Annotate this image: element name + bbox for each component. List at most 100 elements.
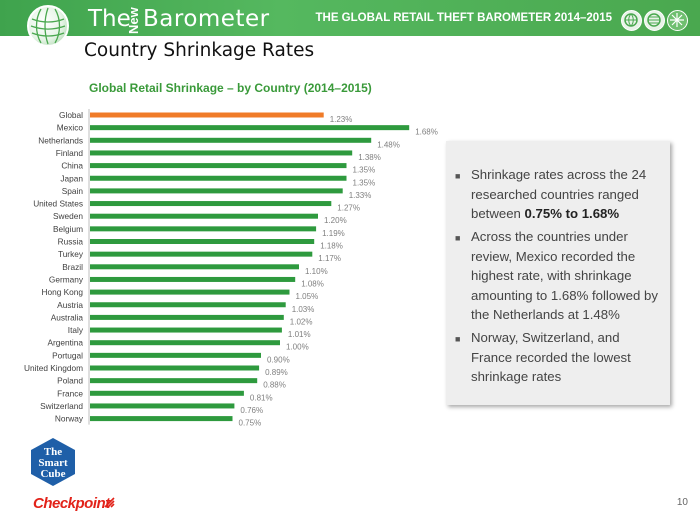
data-label: 1.18% xyxy=(320,242,343,251)
bar xyxy=(90,416,233,422)
category-label: United Kingdom xyxy=(24,363,83,373)
bullet-text: Norway, Switzerland, and France recorded… xyxy=(471,330,631,384)
data-label: 1.48% xyxy=(377,140,400,149)
bar xyxy=(90,239,315,244)
data-label: 1.33% xyxy=(349,191,372,200)
bullet-square-icon: ■ xyxy=(455,233,461,243)
chart-title: Global Retail Shrinkage – by Country (20… xyxy=(89,81,372,95)
category-label: Poland xyxy=(57,376,83,386)
category-label: Argentina xyxy=(47,338,83,348)
summary-bullet: ■ Norway, Switzerland, and France record… xyxy=(455,328,661,387)
data-label: 1.20% xyxy=(324,216,347,225)
header-bar: The New Barometer THE GLOBAL RETAIL THEF… xyxy=(0,0,700,36)
category-label: Russia xyxy=(58,237,84,247)
page-title: Country Shrinkage Rates xyxy=(84,40,315,61)
category-label: Hong Kong xyxy=(41,287,83,297)
category-label: Italy xyxy=(68,325,84,335)
bar xyxy=(90,340,280,346)
brand-new: New xyxy=(126,7,141,34)
category-label: Portugal xyxy=(52,350,83,360)
category-label: China xyxy=(61,161,83,171)
category-label: Japan xyxy=(60,173,83,183)
burst-icon xyxy=(667,10,688,31)
globe-logo-icon xyxy=(27,5,69,47)
category-label: France xyxy=(57,388,83,398)
data-label: 0.90% xyxy=(267,355,290,364)
data-label: 1.08% xyxy=(301,279,324,288)
data-label: 1.27% xyxy=(337,204,360,213)
category-label: Norway xyxy=(55,414,84,424)
bar xyxy=(90,201,332,207)
category-label: Netherlands xyxy=(38,135,83,145)
checkpoint-mark-icon xyxy=(104,497,115,508)
smart-cube-logo-text: The Smart Cube xyxy=(38,446,68,480)
bar xyxy=(90,276,296,282)
bar xyxy=(90,226,317,232)
data-label: 1.35% xyxy=(353,178,376,187)
bar xyxy=(90,289,290,295)
checkpoint-logo: Checkpoint xyxy=(33,495,110,512)
category-label: Global xyxy=(59,110,83,120)
bar xyxy=(90,390,244,396)
bar xyxy=(90,112,324,118)
summary-bullet: ■ Shrinkage rates across the 24 research… xyxy=(455,165,661,224)
bar xyxy=(90,403,235,409)
data-label: 1.10% xyxy=(305,267,328,276)
shrinkage-bar-chart: Global 1.23% Mexico 1.68% Netherlands 1.48% Fi… xyxy=(24,109,438,428)
data-label: 1.01% xyxy=(288,330,311,339)
category-label: Belgium xyxy=(53,224,83,234)
data-label: 1.19% xyxy=(322,229,345,238)
data-label: 0.88% xyxy=(263,381,286,390)
bullet-text: Across the countries under review, Mexic… xyxy=(471,229,658,322)
bar xyxy=(90,150,353,156)
category-label: Mexico xyxy=(57,123,84,133)
bar xyxy=(90,175,347,181)
data-label: 1.35% xyxy=(353,166,376,175)
category-label: United States xyxy=(33,199,83,209)
bar xyxy=(90,163,347,169)
header-title: THE GLOBAL RETAIL THEFT BAROMETER 2014–2… xyxy=(315,12,612,24)
summary-panel: ■ Shrinkage rates across the 24 research… xyxy=(446,141,670,405)
category-label: Germany xyxy=(49,274,84,284)
bar xyxy=(90,352,261,358)
bar xyxy=(90,302,286,308)
bullet-square-icon: ■ xyxy=(455,334,461,344)
bar xyxy=(90,213,318,219)
data-label: 1.38% xyxy=(358,153,381,162)
data-label: 1.68% xyxy=(415,128,438,137)
bullet-text-bold: 0.75% to 1.68% xyxy=(524,206,620,221)
data-label: 0.89% xyxy=(265,368,288,377)
category-label: Switzerland xyxy=(40,401,83,411)
data-label: 1.00% xyxy=(286,343,309,352)
bar xyxy=(90,188,343,194)
bar xyxy=(90,365,260,371)
brand-barometer: Barometer xyxy=(143,6,270,32)
page-number: 10 xyxy=(676,497,688,508)
bar xyxy=(90,314,284,320)
bullet-square-icon: ■ xyxy=(455,171,461,181)
category-label: Turkey xyxy=(58,249,84,259)
globe-grid-icon xyxy=(644,10,665,31)
category-label: Brazil xyxy=(62,262,83,272)
smart-cube-logo xyxy=(31,438,75,486)
data-label: 1.03% xyxy=(292,305,315,314)
bullet-text: Shrinkage rates across the 24 researched… xyxy=(471,167,647,221)
data-label: 1.02% xyxy=(290,317,313,326)
bar xyxy=(90,378,258,384)
bar xyxy=(90,327,282,333)
brand-the: The xyxy=(88,6,131,32)
data-label: 1.05% xyxy=(296,292,319,301)
category-label: Sweden xyxy=(53,211,83,221)
data-label: 1.23% xyxy=(330,115,353,124)
data-label: 1.17% xyxy=(318,254,341,263)
globe-icon xyxy=(621,10,642,31)
bar xyxy=(90,264,299,270)
bar xyxy=(90,137,372,143)
bar xyxy=(90,251,313,257)
data-label: 0.76% xyxy=(240,406,263,415)
bar xyxy=(90,125,410,131)
category-label: Finland xyxy=(56,148,84,158)
data-label: 0.75% xyxy=(239,419,262,428)
data-label: 0.81% xyxy=(250,393,273,402)
summary-bullet: ■ Across the countries under review, Mex… xyxy=(455,227,661,325)
